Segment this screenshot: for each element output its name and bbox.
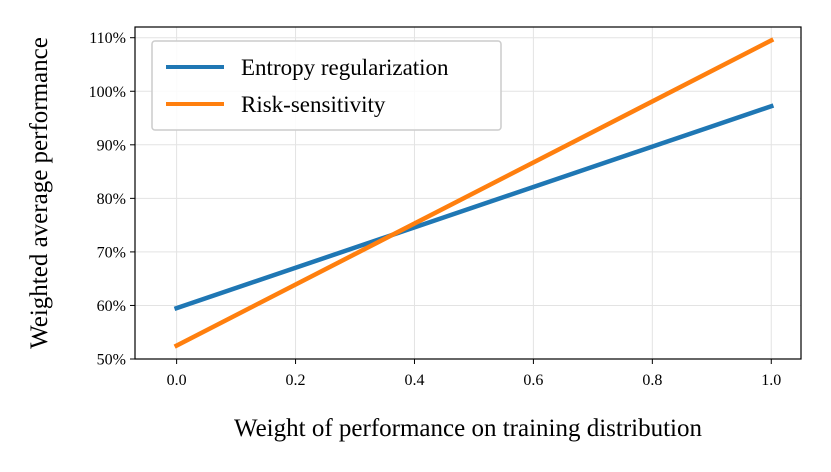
plot-frame [134, 26, 802, 360]
x-axis-label: Weight of performance on training distri… [234, 415, 703, 442]
ticks: 0.0 0.2 0.4 0.6 0.8 1.0 50% 60% 70% 80% 90% 100% 110… [89, 30, 782, 389]
legend-label-entropy: Entropy regularization [241, 55, 449, 80]
x-tick-label: 0.0 [167, 372, 187, 389]
y-axis-label: Weighted average performance [26, 37, 53, 349]
y-tick-label: 100% [89, 84, 126, 101]
y-tick-label: 50% [97, 352, 126, 369]
series-layer [173, 37, 775, 349]
legend-box [151, 40, 502, 131]
x-tick-label: 0.6 [523, 372, 543, 389]
y-tick-label: 80% [97, 191, 126, 208]
x-tick-label: 1.0 [761, 372, 781, 389]
x-tick-label: 0.2 [286, 372, 306, 389]
legend: Entropy regularization Risk-sensitivity [151, 40, 502, 131]
series-line-0 [173, 103, 775, 311]
x-tick-label: 0.4 [404, 372, 424, 389]
legend-label-risk: Risk-sensitivity [241, 92, 386, 117]
y-tick-label: 110% [89, 30, 126, 47]
y-tick-label: 60% [97, 298, 126, 315]
y-tick-label: 90% [97, 137, 126, 154]
series-line-1 [173, 37, 775, 349]
x-tick-label: 0.8 [642, 372, 662, 389]
y-tick-label: 70% [97, 244, 126, 261]
